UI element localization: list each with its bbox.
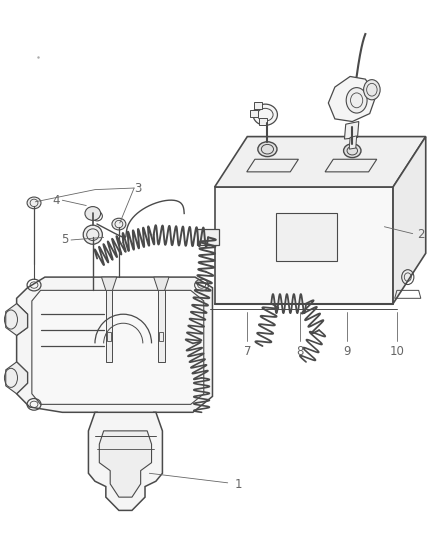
Bar [107, 332, 111, 341]
Text: 5: 5 [61, 233, 69, 246]
Text: 1: 1 [234, 478, 242, 491]
Ellipse shape [27, 197, 41, 209]
Text: 2: 2 [417, 228, 424, 241]
Text: 9: 9 [344, 345, 351, 358]
Polygon shape [328, 76, 376, 122]
Bar [276, 214, 336, 261]
Text: 8: 8 [296, 345, 303, 358]
Polygon shape [102, 277, 117, 290]
Ellipse shape [85, 207, 101, 220]
Polygon shape [154, 277, 169, 290]
Polygon shape [215, 136, 426, 187]
Ellipse shape [343, 144, 361, 158]
Ellipse shape [83, 225, 102, 244]
Ellipse shape [112, 218, 126, 230]
Text: 10: 10 [390, 345, 405, 358]
Polygon shape [158, 290, 165, 362]
Polygon shape [247, 159, 298, 172]
Polygon shape [215, 187, 393, 304]
Polygon shape [325, 159, 377, 172]
Text: 4: 4 [53, 193, 60, 207]
Polygon shape [349, 136, 357, 149]
Polygon shape [88, 413, 162, 511]
Ellipse shape [346, 87, 367, 113]
Bar [197, 229, 219, 245]
Text: 3: 3 [134, 182, 141, 195]
Bar [159, 332, 163, 341]
Polygon shape [344, 122, 359, 139]
Polygon shape [106, 290, 113, 362]
Polygon shape [6, 304, 28, 335]
Bar [250, 110, 258, 117]
Polygon shape [6, 362, 28, 394]
Text: 7: 7 [244, 345, 251, 358]
Ellipse shape [258, 142, 277, 157]
Polygon shape [17, 277, 212, 418]
Ellipse shape [253, 104, 277, 125]
Bar [259, 118, 267, 125]
Bar [254, 102, 262, 109]
Polygon shape [99, 431, 152, 497]
Polygon shape [32, 290, 204, 405]
Polygon shape [393, 136, 426, 304]
Ellipse shape [364, 79, 380, 100]
